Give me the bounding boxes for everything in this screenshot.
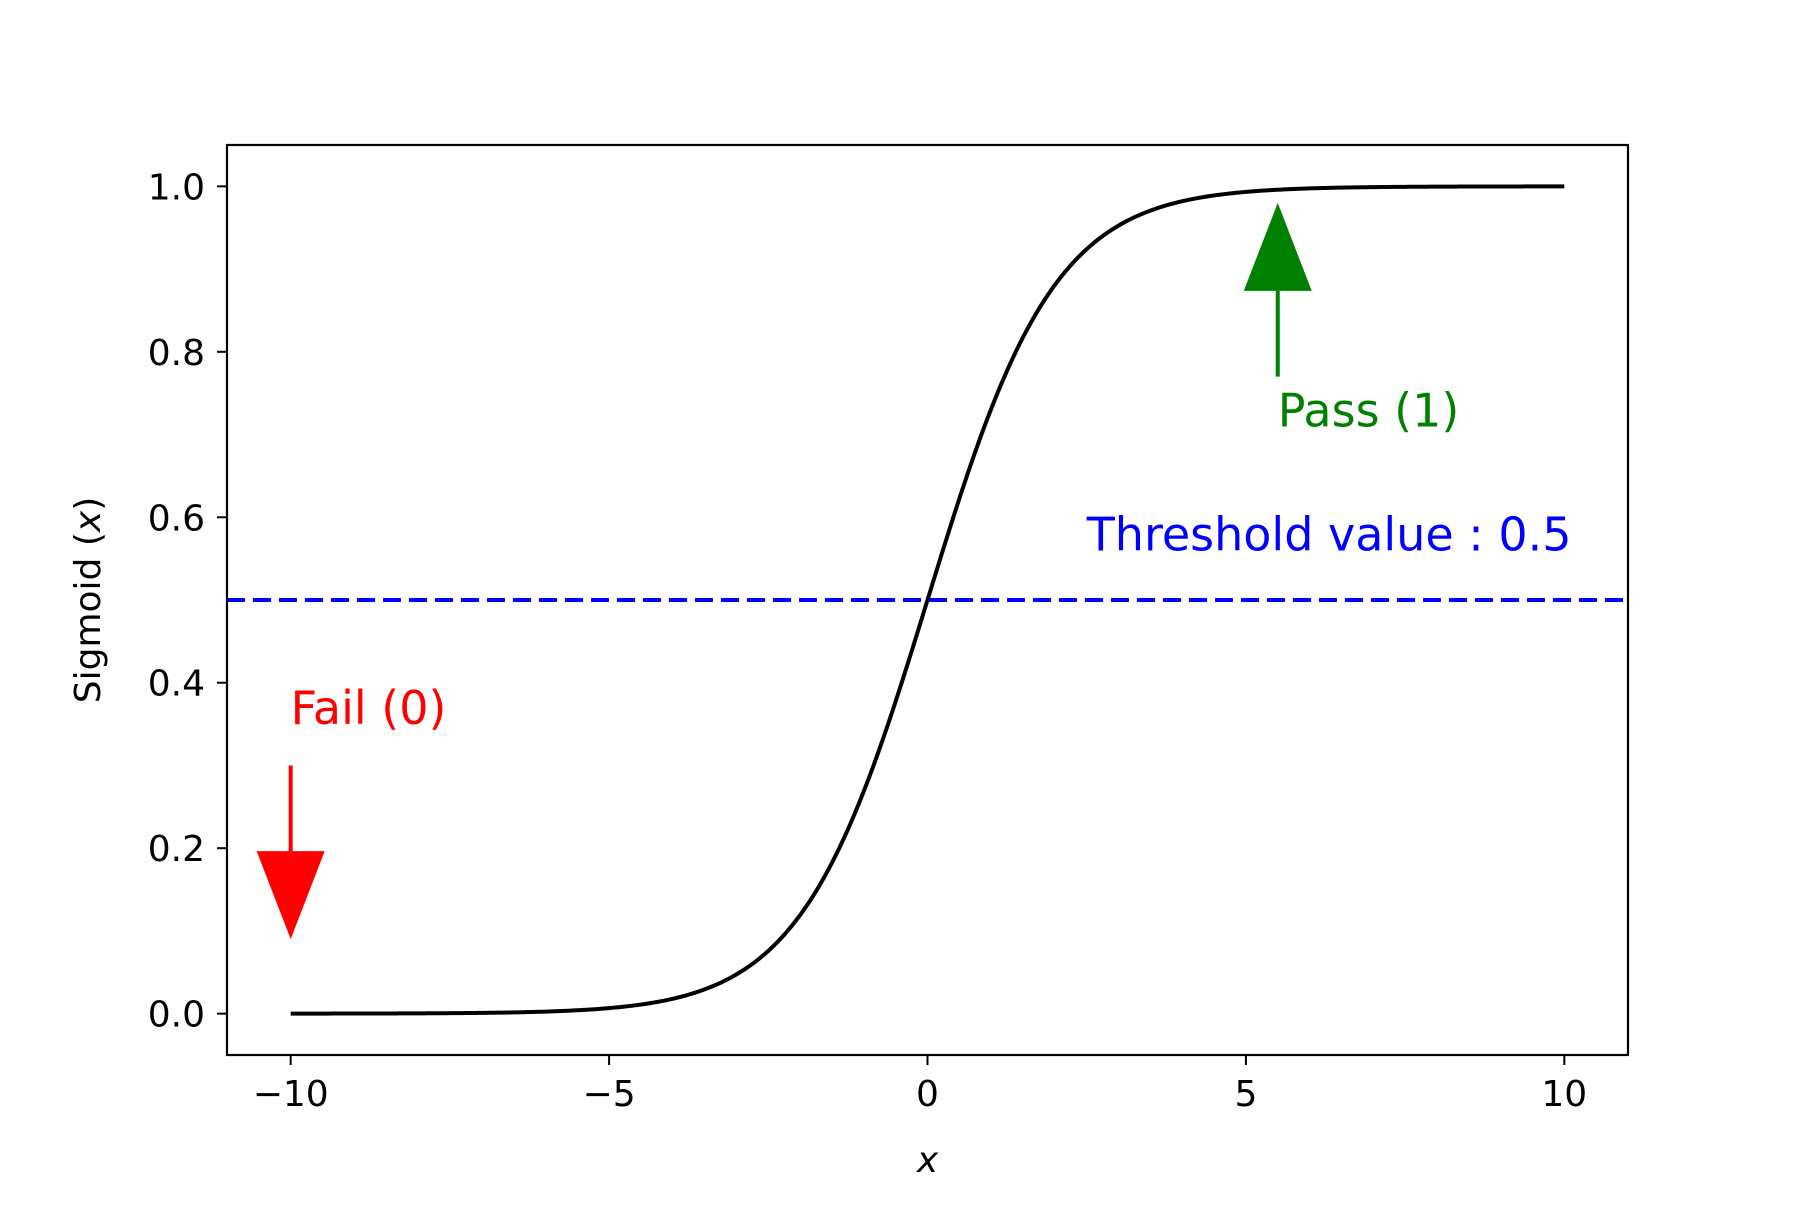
- threshold-annotation: Threshold value : 0.5: [1086, 507, 1572, 561]
- axes-frame: [225, 143, 1630, 1057]
- sigmoid-curve: [290, 184, 1565, 1016]
- x-axis-label: x: [916, 1140, 939, 1181]
- fail-arrow-head: [256, 851, 325, 940]
- plot-area: [227, 184, 1628, 1016]
- y-tick-label: 0.6: [148, 498, 205, 539]
- y-axis-label-suffix: ): [68, 497, 109, 511]
- y-axis-label: Sigmoid (x): [68, 497, 109, 704]
- fail-arrow: [256, 765, 325, 940]
- y-tick-label: 0.4: [148, 664, 205, 705]
- x-tick-label: 0: [916, 1074, 939, 1115]
- fail-annotation: Fail (0): [291, 681, 447, 735]
- axis-ticks: −10 −5 0 5 10 0.0 0.2 0.4 0.6 0.8 1.0: [148, 167, 1587, 1115]
- x-tick-label: −10: [253, 1074, 329, 1115]
- x-tick-label: 10: [1541, 1074, 1587, 1115]
- pass-annotation: Pass (1): [1278, 383, 1460, 437]
- y-tick-label: 1.0: [148, 167, 205, 208]
- y-axis-label-prefix: Sigmoid (: [68, 532, 109, 703]
- pass-arrow: [1243, 202, 1312, 377]
- y-tick-label: 0.8: [148, 333, 205, 374]
- y-tick-label: 0.0: [148, 995, 205, 1036]
- y-tick-label: 0.2: [148, 829, 205, 870]
- y-axis-label-variable: x: [68, 510, 109, 533]
- x-tick-label: −5: [583, 1074, 636, 1115]
- x-tick-label: 5: [1234, 1074, 1257, 1115]
- pass-arrow-head: [1243, 202, 1312, 291]
